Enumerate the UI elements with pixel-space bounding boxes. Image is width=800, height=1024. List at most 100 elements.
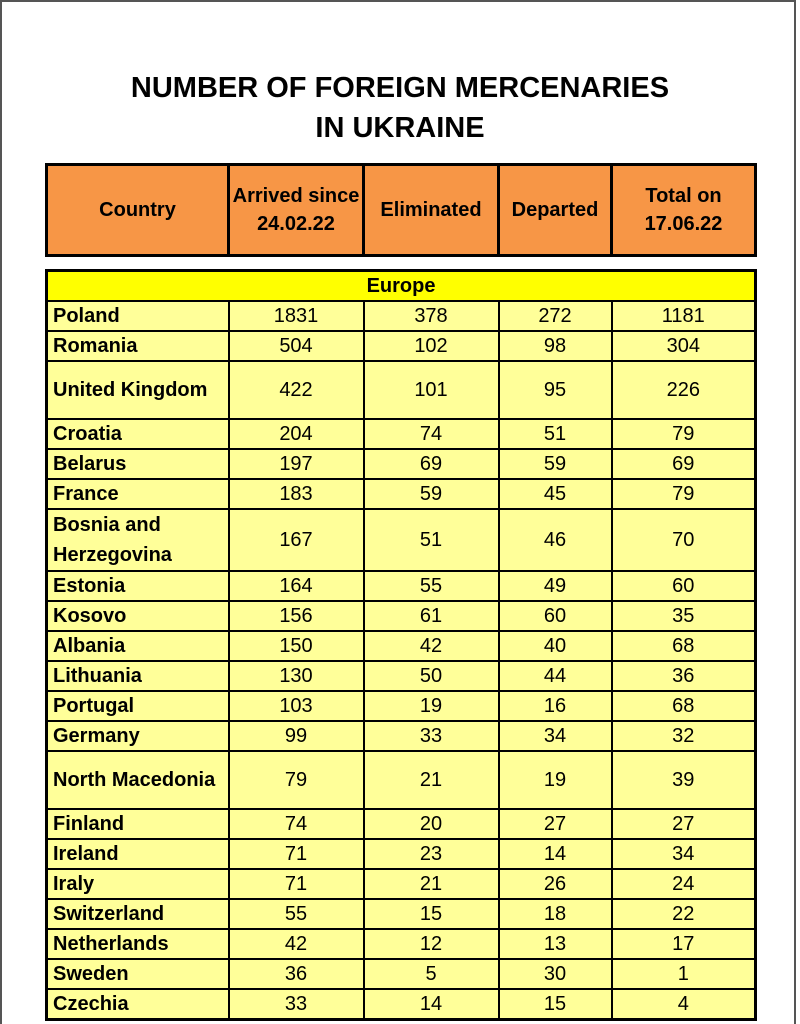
- header-eliminated: Eliminated: [362, 163, 500, 257]
- country-cell: Iraly: [45, 868, 230, 900]
- total-cell: 27: [610, 808, 757, 840]
- departed-cell: 44: [497, 660, 613, 692]
- arrived-cell: 103: [227, 690, 365, 722]
- arrived-cell: 99: [227, 720, 365, 752]
- table-row: Poland 1831 378 272 1181: [45, 300, 757, 332]
- country-cell: North Macedonia: [45, 750, 230, 810]
- total-cell: 68: [610, 630, 757, 662]
- departed-cell: 18: [497, 898, 613, 930]
- total-cell: 226: [610, 360, 757, 420]
- eliminated-cell: 20: [362, 808, 500, 840]
- country-cell: Switzerland: [45, 898, 230, 930]
- eliminated-cell: 59: [362, 478, 500, 510]
- table-row: Germany 99 33 34 32: [45, 720, 757, 752]
- total-cell: 22: [610, 898, 757, 930]
- total-cell: 36: [610, 660, 757, 692]
- eliminated-cell: 69: [362, 448, 500, 480]
- country-cell: Germany: [45, 720, 230, 752]
- header-total: Total on 17.06.22: [610, 163, 757, 257]
- arrived-cell: 167: [227, 508, 365, 572]
- arrived-cell: 183: [227, 478, 365, 510]
- eliminated-cell: 12: [362, 928, 500, 960]
- eliminated-cell: 33: [362, 720, 500, 752]
- total-cell: 304: [610, 330, 757, 362]
- table-row: Estonia 164 55 49 60: [45, 570, 757, 602]
- eliminated-cell: 14: [362, 988, 500, 1021]
- header-table: Country Arrived since 24.02.22 Eliminate…: [45, 163, 757, 257]
- eliminated-cell: 15: [362, 898, 500, 930]
- country-cell: Estonia: [45, 570, 230, 602]
- table-row: Lithuania 130 50 44 36: [45, 660, 757, 692]
- departed-cell: 98: [497, 330, 613, 362]
- total-cell: 4: [610, 988, 757, 1021]
- country-cell: United Kingdom: [45, 360, 230, 420]
- table-row: Belarus 197 69 59 69: [45, 448, 757, 480]
- country-cell: Romania: [45, 330, 230, 362]
- departed-cell: 13: [497, 928, 613, 960]
- departed-cell: 60: [497, 600, 613, 632]
- country-cell: Croatia: [45, 418, 230, 450]
- arrived-cell: 197: [227, 448, 365, 480]
- eliminated-cell: 102: [362, 330, 500, 362]
- arrived-cell: 204: [227, 418, 365, 450]
- table-row: Kosovo 156 61 60 35: [45, 600, 757, 632]
- departed-cell: 51: [497, 418, 613, 450]
- data-table: Europe Poland 1831 378 272 1181 Romania 504 102…: [45, 269, 758, 1021]
- total-cell: 1: [610, 958, 757, 990]
- header-country: Country: [45, 163, 230, 257]
- eliminated-cell: 19: [362, 690, 500, 722]
- arrived-cell: 42: [227, 928, 365, 960]
- country-cell: Belarus: [45, 448, 230, 480]
- eliminated-cell: 378: [362, 300, 500, 332]
- arrived-cell: 79: [227, 750, 365, 810]
- country-cell: Kosovo: [45, 600, 230, 632]
- region-label: Europe: [45, 269, 757, 302]
- departed-cell: 30: [497, 958, 613, 990]
- table-row: Czechia 33 14 15 4: [45, 988, 757, 1021]
- departed-cell: 15: [497, 988, 613, 1021]
- country-cell: Bosnia and Herzegovina: [45, 508, 230, 572]
- departed-cell: 26: [497, 868, 613, 900]
- eliminated-cell: 23: [362, 838, 500, 870]
- arrived-cell: 164: [227, 570, 365, 602]
- total-cell: 1181: [610, 300, 757, 332]
- table-row: Ireland 71 23 14 34: [45, 838, 757, 870]
- departed-cell: 14: [497, 838, 613, 870]
- table-row: Romania 504 102 98 304: [45, 330, 757, 362]
- country-cell: Czechia: [45, 988, 230, 1021]
- arrived-cell: 55: [227, 898, 365, 930]
- departed-cell: 46: [497, 508, 613, 572]
- page-title-line-1: NUMBER OF FOREIGN MERCENARIES: [130, 72, 670, 104]
- table-row: Albania 150 42 40 68: [45, 630, 757, 662]
- total-cell: 68: [610, 690, 757, 722]
- departed-cell: 272: [497, 300, 613, 332]
- eliminated-cell: 101: [362, 360, 500, 420]
- table-row: Portugal 103 19 16 68: [45, 690, 757, 722]
- arrived-cell: 1831: [227, 300, 365, 332]
- departed-cell: 19: [497, 750, 613, 810]
- departed-cell: 40: [497, 630, 613, 662]
- country-cell: Ireland: [45, 838, 230, 870]
- arrived-cell: 71: [227, 838, 365, 870]
- total-cell: 60: [610, 570, 757, 602]
- departed-cell: 16: [497, 690, 613, 722]
- page-title-line-2: IN UKRAINE: [315, 112, 485, 144]
- header-arrived: Arrived since 24.02.22: [227, 163, 365, 257]
- header-row: Country Arrived since 24.02.22 Eliminate…: [45, 163, 757, 257]
- table-row: Netherlands 42 12 13 17: [45, 928, 757, 960]
- arrived-cell: 36: [227, 958, 365, 990]
- total-cell: 70: [610, 508, 757, 572]
- country-cell: Poland: [45, 300, 230, 332]
- eliminated-cell: 61: [362, 600, 500, 632]
- country-cell: Portugal: [45, 690, 230, 722]
- region-row: Europe: [45, 269, 757, 302]
- departed-cell: 49: [497, 570, 613, 602]
- table-row: France 183 59 45 79: [45, 478, 757, 510]
- arrived-cell: 130: [227, 660, 365, 692]
- eliminated-cell: 21: [362, 868, 500, 900]
- eliminated-cell: 55: [362, 570, 500, 602]
- total-cell: 35: [610, 600, 757, 632]
- table-row: Bosnia and Herzegovina 167 51 46 70: [45, 508, 757, 572]
- country-cell: Albania: [45, 630, 230, 662]
